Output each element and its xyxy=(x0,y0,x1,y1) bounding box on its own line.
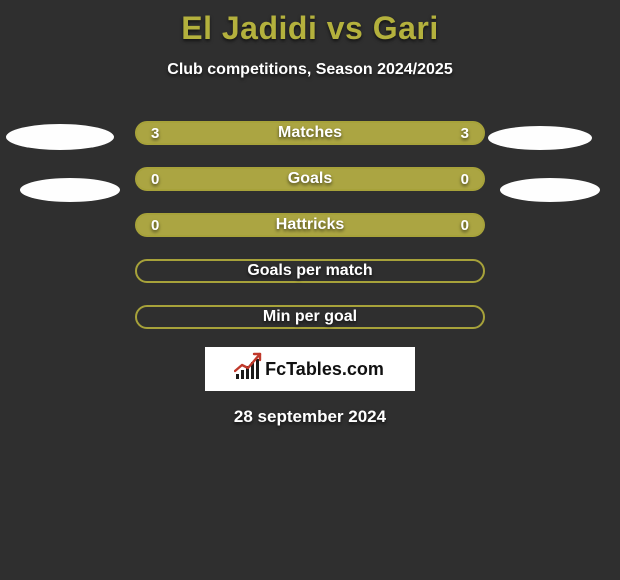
stat-row-matches: 3 Matches 3 xyxy=(135,121,485,145)
logo-trend-icon xyxy=(234,351,262,375)
date-caption: 28 september 2024 xyxy=(0,407,620,427)
left-ellipse-1 xyxy=(20,178,120,202)
stat-left-value: 3 xyxy=(151,125,159,142)
right-ellipse-1 xyxy=(500,178,600,202)
stat-left-value: 0 xyxy=(151,171,159,188)
stat-right-value: 0 xyxy=(461,171,469,188)
fctables-logo: FcTables.com xyxy=(205,347,415,391)
left-ellipse-0 xyxy=(6,124,114,150)
right-ellipse-0 xyxy=(488,126,592,150)
comparison-canvas: El Jadidi vs Gari Club competitions, Sea… xyxy=(0,0,620,580)
subtitle: Club competitions, Season 2024/2025 xyxy=(0,61,620,79)
stat-row-hattricks: 0 Hattricks 0 xyxy=(135,213,485,237)
stat-label: Hattricks xyxy=(276,216,344,234)
stat-right-value: 0 xyxy=(461,217,469,234)
stat-left-value: 0 xyxy=(151,217,159,234)
stats-area: 3 Matches 3 0 Goals 0 0 Hattricks 0 Goals per mat… xyxy=(135,121,485,329)
stat-label: Goals per match xyxy=(247,262,372,280)
stat-label: Goals xyxy=(288,170,332,188)
logo-text: FcTables.com xyxy=(265,359,384,380)
page-title: El Jadidi vs Gari xyxy=(0,0,620,47)
stat-right-value: 3 xyxy=(461,125,469,142)
logo-bars-icon xyxy=(236,359,259,379)
stat-label: Matches xyxy=(278,124,342,142)
stat-row-goals-per-match: Goals per match xyxy=(135,259,485,283)
stat-label: Min per goal xyxy=(263,308,357,326)
stat-row-goals: 0 Goals 0 xyxy=(135,167,485,191)
stat-row-min-per-goal: Min per goal xyxy=(135,305,485,329)
